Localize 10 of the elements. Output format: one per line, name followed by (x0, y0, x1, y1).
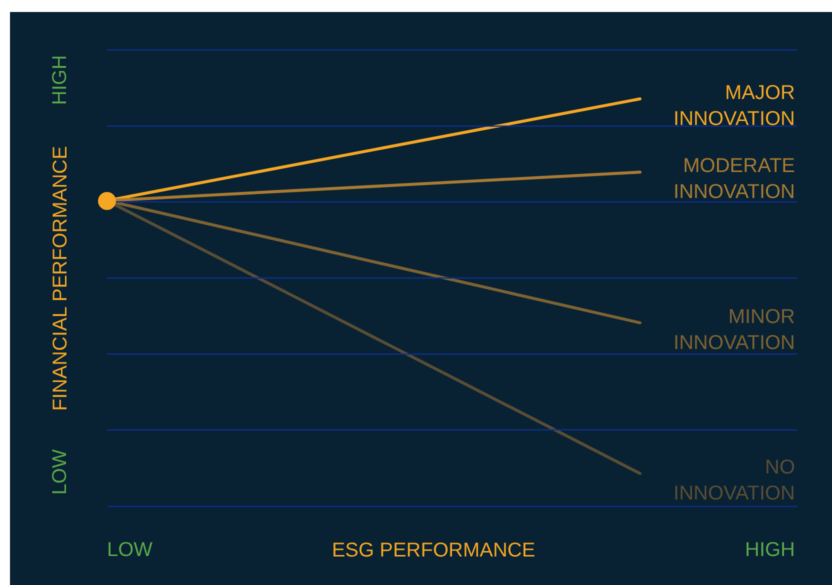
series-label: MINOR INNOVATION (674, 306, 795, 354)
series-label: MODERATE INNOVATION (674, 155, 795, 204)
y-axis-title: FINANCIAL PERFORMANCE (50, 146, 72, 411)
text: HIGH (745, 539, 795, 561)
text: LOW (107, 539, 153, 561)
x-axis-title: ESG PERFORMANCE (332, 540, 536, 562)
series-label: MAJOR INNOVATION (674, 82, 795, 130)
text: HIGH (49, 55, 71, 105)
series-label: NO INNOVATION (674, 456, 795, 504)
text: LOW (49, 449, 71, 495)
